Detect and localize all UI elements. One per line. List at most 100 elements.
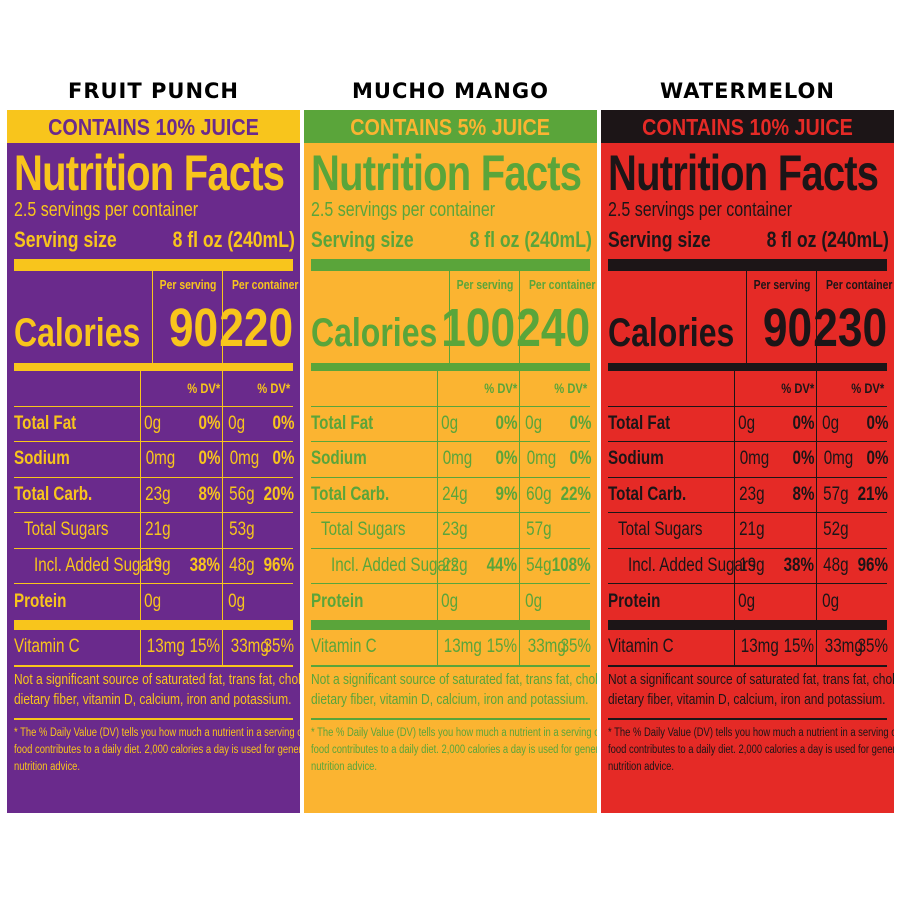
flavor-title: MUCHO MANGO	[352, 79, 549, 103]
serving-amount: 24g	[442, 483, 468, 505]
nutrition-facts-body: Nutrition Facts 2.5 servings per contain…	[7, 147, 300, 776]
vitamin-container-amount: 33mg	[824, 636, 863, 658]
calories-per-serving: 90	[762, 298, 812, 358]
column-divider	[519, 513, 520, 548]
column-divider	[437, 406, 438, 441]
thin-divider	[608, 718, 887, 720]
thick-divider	[311, 619, 590, 630]
note-line: dietary fiber, vitamin D, calcium, iron …	[311, 691, 589, 708]
column-divider	[437, 584, 438, 620]
medium-divider	[311, 363, 590, 371]
note-line: Not a significant source of saturated fa…	[608, 671, 894, 688]
medium-divider	[608, 363, 887, 371]
serving-size-label: Serving size	[608, 227, 711, 252]
dv-header-container: % DV*	[851, 380, 884, 397]
thin-divider	[311, 718, 590, 720]
dv-header-row: % DV* % DV*	[311, 371, 590, 407]
servings-per-container: 2.5 servings per container	[608, 199, 793, 221]
serving-dv: 0%	[792, 412, 814, 434]
serving-size-value: 8 fl oz (240mL)	[469, 227, 593, 252]
per-container-label: Per container	[529, 277, 596, 292]
container-amount: 57g	[823, 483, 849, 505]
footnote-line: food contributes to a daily diet. 2,000 …	[14, 744, 300, 756]
serving-amount: 0g	[738, 412, 756, 434]
serving-dv: 44%	[486, 554, 517, 576]
container-dv: 0%	[569, 448, 591, 470]
column-divider	[140, 548, 141, 583]
container-dv	[848, 584, 888, 620]
container-amount: 0g	[822, 590, 840, 612]
serving-dv	[768, 584, 814, 620]
nutrient-label: Total Fat	[311, 412, 374, 434]
footnote-line: nutrition advice.	[14, 761, 81, 773]
footnote-line: * The % Daily Value (DV) tells you how m…	[608, 727, 894, 739]
vitamin-container-dv: 35%	[263, 636, 294, 658]
column-divider	[816, 548, 817, 583]
container-dv: 0%	[272, 448, 294, 470]
nutrient-label: Sodium	[608, 448, 664, 470]
nutrition-facts-title: Nutrition Facts	[311, 145, 582, 201]
nutrition-panel: CONTAINS 10% JUICE Nutrition Facts 2.5 s…	[601, 110, 894, 813]
column-divider	[140, 477, 141, 512]
note-line: dietary fiber, vitamin D, calcium, iron …	[608, 691, 886, 708]
container-dv: 0%	[569, 412, 591, 434]
thin-divider	[14, 665, 293, 667]
calories-block: Per serving Per container Calories 90 23…	[608, 271, 892, 363]
note-line: dietary fiber, vitamin D, calcium, iron …	[14, 691, 292, 708]
juice-content-banner: CONTAINS 10% JUICE	[601, 110, 894, 143]
vitamin-label: Vitamin C	[311, 636, 377, 658]
nutrient-row: Total Fat 0g 0% 0g 0%	[608, 406, 888, 442]
nutrient-label: Protein	[14, 590, 67, 612]
column-divider	[519, 371, 520, 406]
nutrient-label: Total Sugars	[618, 519, 703, 541]
column-divider	[734, 442, 735, 477]
column-divider	[734, 371, 735, 406]
daily-value-footnote: * The % Daily Value (DV) tells you how m…	[608, 720, 894, 776]
nutrient-label: Total Fat	[608, 412, 671, 434]
thick-divider	[608, 259, 887, 271]
column-divider	[816, 629, 817, 665]
column-divider	[519, 477, 520, 512]
serving-amount: 21g	[739, 519, 765, 541]
nutrient-label: Protein	[311, 590, 364, 612]
dv-header-serving: % DV*	[187, 380, 220, 397]
column-divider	[816, 406, 817, 441]
calories-per-serving: 90	[168, 298, 218, 358]
servings-per-container: 2.5 servings per container	[311, 199, 496, 221]
note-line: Not a significant source of saturated fa…	[14, 671, 300, 688]
nutrient-row: Protein 0g 0g	[14, 584, 293, 620]
thin-divider	[608, 665, 887, 667]
nutrition-facts-title: Nutrition Facts	[14, 145, 285, 201]
column-divider	[746, 271, 747, 363]
container-dv: 0%	[272, 412, 294, 434]
nutrition-panel: CONTAINS 10% JUICE Nutrition Facts 2.5 s…	[7, 110, 300, 813]
nutrient-row: Sodium 0mg 0% 0mg 0%	[14, 442, 294, 478]
nutrient-row: Total Carb. 23g 8% 57g 21%	[608, 477, 888, 513]
nutrient-label: Sodium	[311, 448, 367, 470]
column-divider	[222, 629, 223, 665]
nutrient-row: Total Sugars 23g 57g	[311, 513, 590, 549]
serving-size-label: Serving size	[14, 227, 117, 252]
flavor-title: FRUIT PUNCH	[67, 79, 240, 103]
column-divider	[816, 477, 817, 512]
vitamin-serving-amount: 13mg	[443, 636, 482, 658]
vitamin-container-dv: 35%	[857, 636, 888, 658]
thin-divider	[14, 718, 293, 720]
dv-header-row: % DV* % DV*	[608, 371, 887, 407]
note-line: Not a significant source of saturated fa…	[311, 671, 597, 688]
per-serving-label: Per serving	[753, 277, 811, 292]
thick-divider	[608, 619, 887, 630]
serving-dv: 38%	[189, 554, 220, 576]
vitamin-serving-amount: 13mg	[146, 636, 185, 658]
serving-dv: 0%	[792, 448, 814, 470]
dv-header-container: % DV*	[554, 380, 587, 397]
serving-amount: 23g	[442, 519, 468, 541]
container-amount: 53g	[229, 519, 255, 541]
medium-divider	[14, 363, 293, 371]
calories-per-container: 240	[516, 298, 590, 358]
serving-amount: 22g	[442, 554, 468, 576]
column-divider	[519, 406, 520, 441]
container-amount: 0g	[228, 412, 246, 434]
flavor-title: WATERMELON	[660, 79, 835, 103]
column-divider	[816, 442, 817, 477]
